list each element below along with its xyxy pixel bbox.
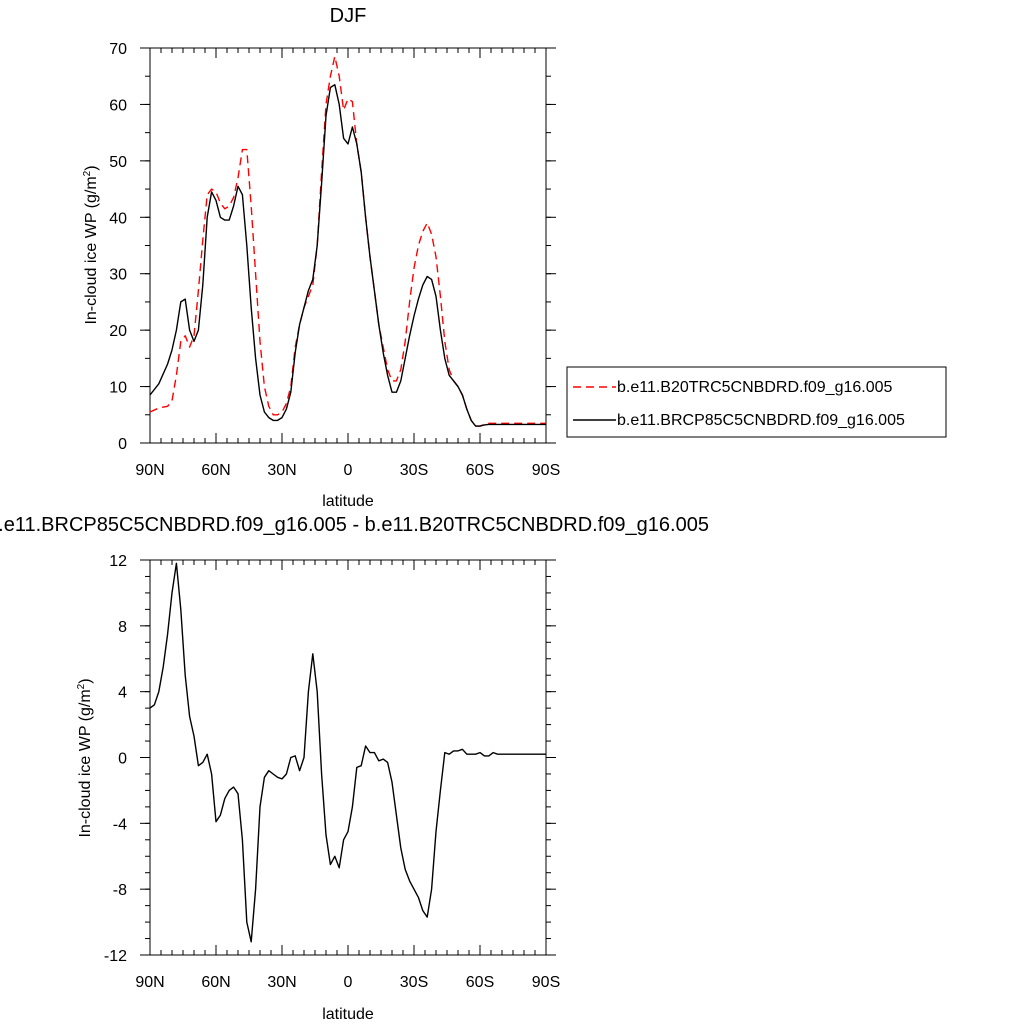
x-tick-label: 60N [201, 462, 230, 479]
x-tick-label: 60N [201, 974, 230, 991]
y-tick-label: 0 [118, 436, 127, 453]
x-axis-label-difference: latitude [322, 1006, 374, 1023]
bottom-chart-panel: b.e11.BRCP85C5CNBDRD.f09_g16.005 - b.e11… [0, 514, 709, 1023]
x-tick-label: 0 [344, 974, 353, 991]
legend: b.e11.B20TRC5CNBDRD.f09_g16.005 b.e11.BR… [566, 366, 947, 438]
y-tick-label: -12 [104, 948, 127, 965]
x-tick-label: 30N [267, 974, 296, 991]
chart-title-difference: b.e11.BRCP85C5CNBDRD.f09_g16.005 - b.e11… [0, 514, 709, 536]
plot-frame [149, 559, 547, 956]
y-tick-label: 10 [109, 380, 127, 397]
top-chart-panel: DJF 90N 60N 30N 0 30S 60S 90S 0 10 20 30 40 50 60 70 l… [82, 5, 560, 510]
series-line-2 [149, 83, 546, 427]
legend-box [566, 366, 947, 438]
y-tick-label: -4 [113, 816, 127, 833]
x-tick-label: 90S [532, 462, 560, 479]
x-tick-label: 30N [267, 462, 296, 479]
series-line-1 [149, 55, 546, 427]
y-tick-label: -8 [113, 882, 127, 899]
y-tick-label: 20 [109, 323, 127, 340]
legend-label-2: b.e11.BRCP85C5CNBDRD.f09_g16.005 [617, 412, 905, 429]
chart-title: DJF [330, 5, 367, 27]
y-tick-label: 60 [109, 97, 127, 114]
legend-label-1: b.e11.B20TRC5CNBDRD.f09_g16.005 [617, 379, 893, 396]
x-axis-label: latitude [322, 493, 374, 510]
x-tick-label: 60S [466, 974, 494, 991]
y-axis-label: In-cloud ice WP (g/m2) [82, 165, 100, 324]
x-tick-label: 90N [135, 974, 164, 991]
y-axis-label-difference: In-cloud ice WP (g/m2) [76, 678, 94, 837]
y-tick-label: 4 [118, 685, 127, 702]
y-tick-label: 12 [109, 553, 127, 570]
x-tick-label: 0 [344, 462, 353, 479]
series-group [149, 55, 546, 427]
y-tick-label: 70 [109, 41, 127, 58]
y-tick-label: 40 [109, 210, 127, 227]
x-tick-label: 90N [135, 462, 164, 479]
x-tick-label: 90S [532, 974, 560, 991]
plot-frame [149, 47, 547, 444]
y-tick-label: 30 [109, 267, 127, 284]
axes: 90N 60N 30N 0 30S 60S 90S 0 10 20 30 40 50 60 70 [109, 41, 560, 479]
x-tick-label: 60S [466, 462, 494, 479]
axes-difference: 90N 60N 30N 0 30S 60S 90S -12 -8 -4 0 4 8 12 [104, 553, 560, 991]
difference-line [149, 562, 546, 943]
y-tick-label: 50 [109, 154, 127, 171]
y-tick-label: 0 [118, 751, 127, 768]
x-tick-label: 30S [400, 974, 428, 991]
y-tick-label: 8 [118, 619, 127, 636]
x-tick-label: 30S [400, 462, 428, 479]
series-group-difference [149, 562, 546, 943]
